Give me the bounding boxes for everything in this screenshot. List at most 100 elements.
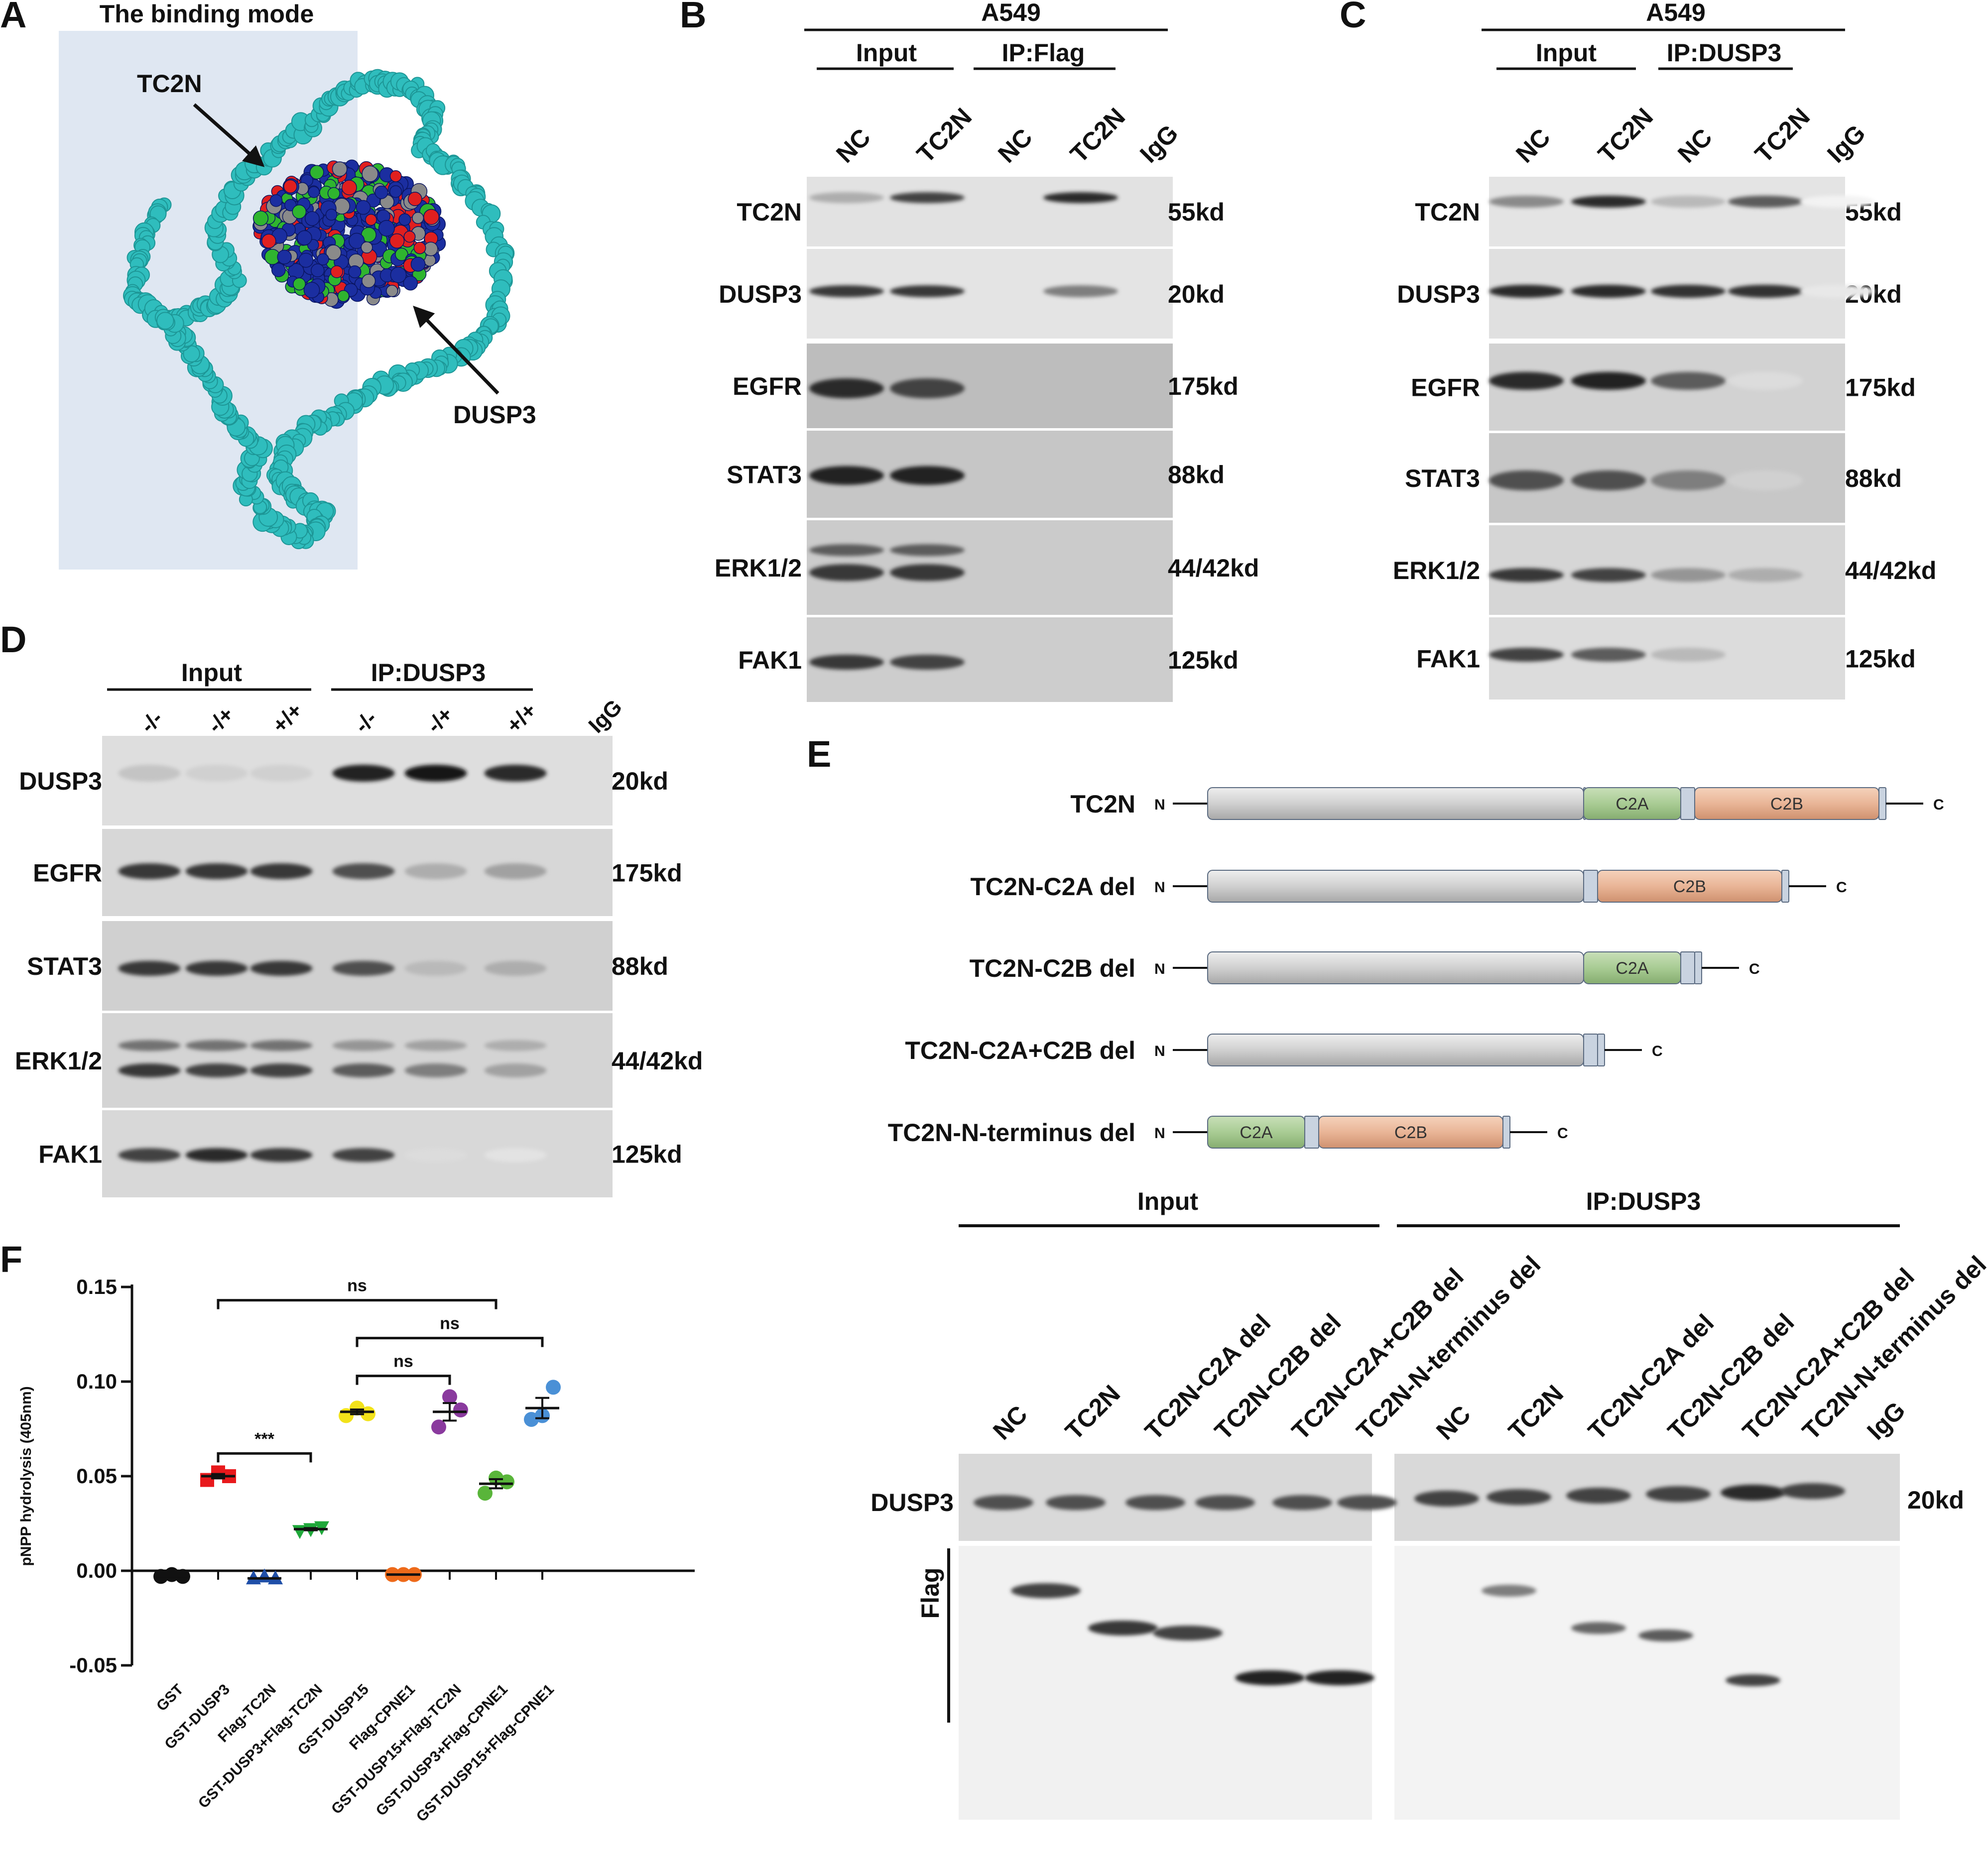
band <box>118 863 181 879</box>
band <box>332 863 395 879</box>
band <box>250 1040 313 1051</box>
band <box>332 1148 395 1162</box>
band <box>1125 1495 1185 1510</box>
band <box>1571 1622 1626 1634</box>
band <box>250 765 313 782</box>
dusp3-atom <box>403 275 418 291</box>
band <box>809 466 884 485</box>
band <box>404 1148 467 1162</box>
significance-bracket <box>356 1375 451 1385</box>
band <box>332 961 395 976</box>
lane-label: -/- <box>350 706 381 738</box>
band <box>1728 196 1803 208</box>
band <box>1272 1495 1332 1510</box>
dusp3-atom <box>374 185 388 199</box>
band <box>809 544 884 556</box>
band <box>332 1063 395 1077</box>
dusp3-atom <box>356 200 371 215</box>
c-terminus-label: C <box>1836 879 1847 896</box>
panel-c: C A549 Input IP:DUSP3 NC TC2N NC TC2N IgG TC… <box>1340 0 1936 700</box>
band <box>404 1063 467 1077</box>
dusp3-atom <box>283 179 297 194</box>
domain-label: C2A <box>1615 795 1648 814</box>
band <box>1728 470 1803 490</box>
protein-label: DUSP3 <box>1397 280 1480 308</box>
band <box>250 863 313 879</box>
band <box>118 1148 181 1162</box>
segment-box <box>1207 951 1584 984</box>
segment-box <box>1694 951 1702 984</box>
tc2n-label: TC2N <box>137 70 202 98</box>
lane-label: -/+ <box>422 702 458 738</box>
data-point <box>478 1486 493 1501</box>
significance-bracket <box>217 1299 497 1309</box>
n-terminus-label: N <box>1154 1043 1165 1059</box>
dusp3-atom <box>317 253 329 266</box>
panel-d-blots: DUSP3 20kd EGFR 175kd STAT3 88kd ERK1/2 44/42kd… <box>15 736 703 1197</box>
dusp3-atom <box>325 244 342 261</box>
band <box>890 285 965 297</box>
lane-label: TC2N <box>1593 103 1658 168</box>
band <box>1153 1626 1223 1640</box>
band <box>404 863 467 879</box>
band <box>890 564 965 581</box>
dusp3-atom <box>395 247 408 261</box>
band <box>484 765 547 782</box>
panel-b: B A549 Input IP:Flag NC TC2N NC TC2N IgG TC2… <box>680 0 1259 702</box>
band <box>890 378 965 398</box>
significance-bracket <box>356 1337 544 1347</box>
panel-c-input-header: Input <box>1536 39 1597 67</box>
band <box>809 192 884 203</box>
band <box>1046 1495 1106 1510</box>
band <box>1487 1489 1551 1505</box>
band <box>185 961 248 976</box>
band <box>890 544 965 556</box>
dusp3-atom <box>292 204 307 219</box>
segment-box <box>1680 951 1695 984</box>
blot-strip <box>1489 177 1845 246</box>
protein-label: TC2N <box>737 198 802 226</box>
band <box>404 765 467 782</box>
construct-name: TC2N-C2B del <box>970 954 1135 982</box>
domain-label: C2B <box>1394 1123 1427 1142</box>
dusp3-atom <box>362 165 378 182</box>
band <box>974 1495 1033 1510</box>
c-terminus-label: C <box>1652 1043 1663 1059</box>
lane-label: -/+ <box>203 702 239 738</box>
lane-label: NC <box>1431 1400 1476 1445</box>
band <box>1489 648 1564 662</box>
dusp3-atom <box>423 241 438 256</box>
significance-label: ns <box>393 1352 413 1371</box>
lane-label: TC2N <box>1065 103 1130 168</box>
segment-box <box>1680 787 1695 820</box>
panel-e-ip-header: IP:DUSP3 <box>1586 1187 1701 1215</box>
c-terminus-label: C <box>1933 797 1944 813</box>
panel-a: A The binding mode TC2N DUSP3 <box>0 0 536 570</box>
dusp3-atom <box>398 213 411 226</box>
lane-label: +/+ <box>501 698 541 738</box>
band <box>1011 1583 1081 1598</box>
lane-label: TC2N <box>1503 1380 1569 1445</box>
panel-c-lanes: NC TC2N NC TC2N IgG <box>1510 103 1871 168</box>
data-point <box>499 1474 514 1490</box>
dusp3-atom <box>304 211 320 226</box>
band <box>1489 196 1564 208</box>
tc2n-atom <box>156 312 174 330</box>
band <box>1043 285 1118 297</box>
c-terminus-label: C <box>1749 961 1760 977</box>
band <box>1651 568 1726 582</box>
band <box>1305 1670 1374 1685</box>
band <box>1489 372 1564 390</box>
c-terminus-label: C <box>1557 1125 1568 1142</box>
band <box>185 1148 248 1162</box>
dusp3-atom <box>403 231 416 243</box>
panel-a-letter: A <box>0 0 26 35</box>
band <box>332 1040 395 1051</box>
protein-label: STAT3 <box>27 952 102 980</box>
panel-f: F 0.15 0.10 0.05 0.00 -0.05 pNPP hydrolysis (… <box>0 1239 695 1825</box>
protein-label: ERK1/2 <box>715 554 802 582</box>
band <box>1728 285 1803 298</box>
size-label: 20kd <box>612 767 668 795</box>
